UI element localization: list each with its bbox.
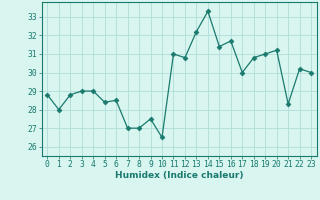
X-axis label: Humidex (Indice chaleur): Humidex (Indice chaleur) xyxy=(115,171,244,180)
